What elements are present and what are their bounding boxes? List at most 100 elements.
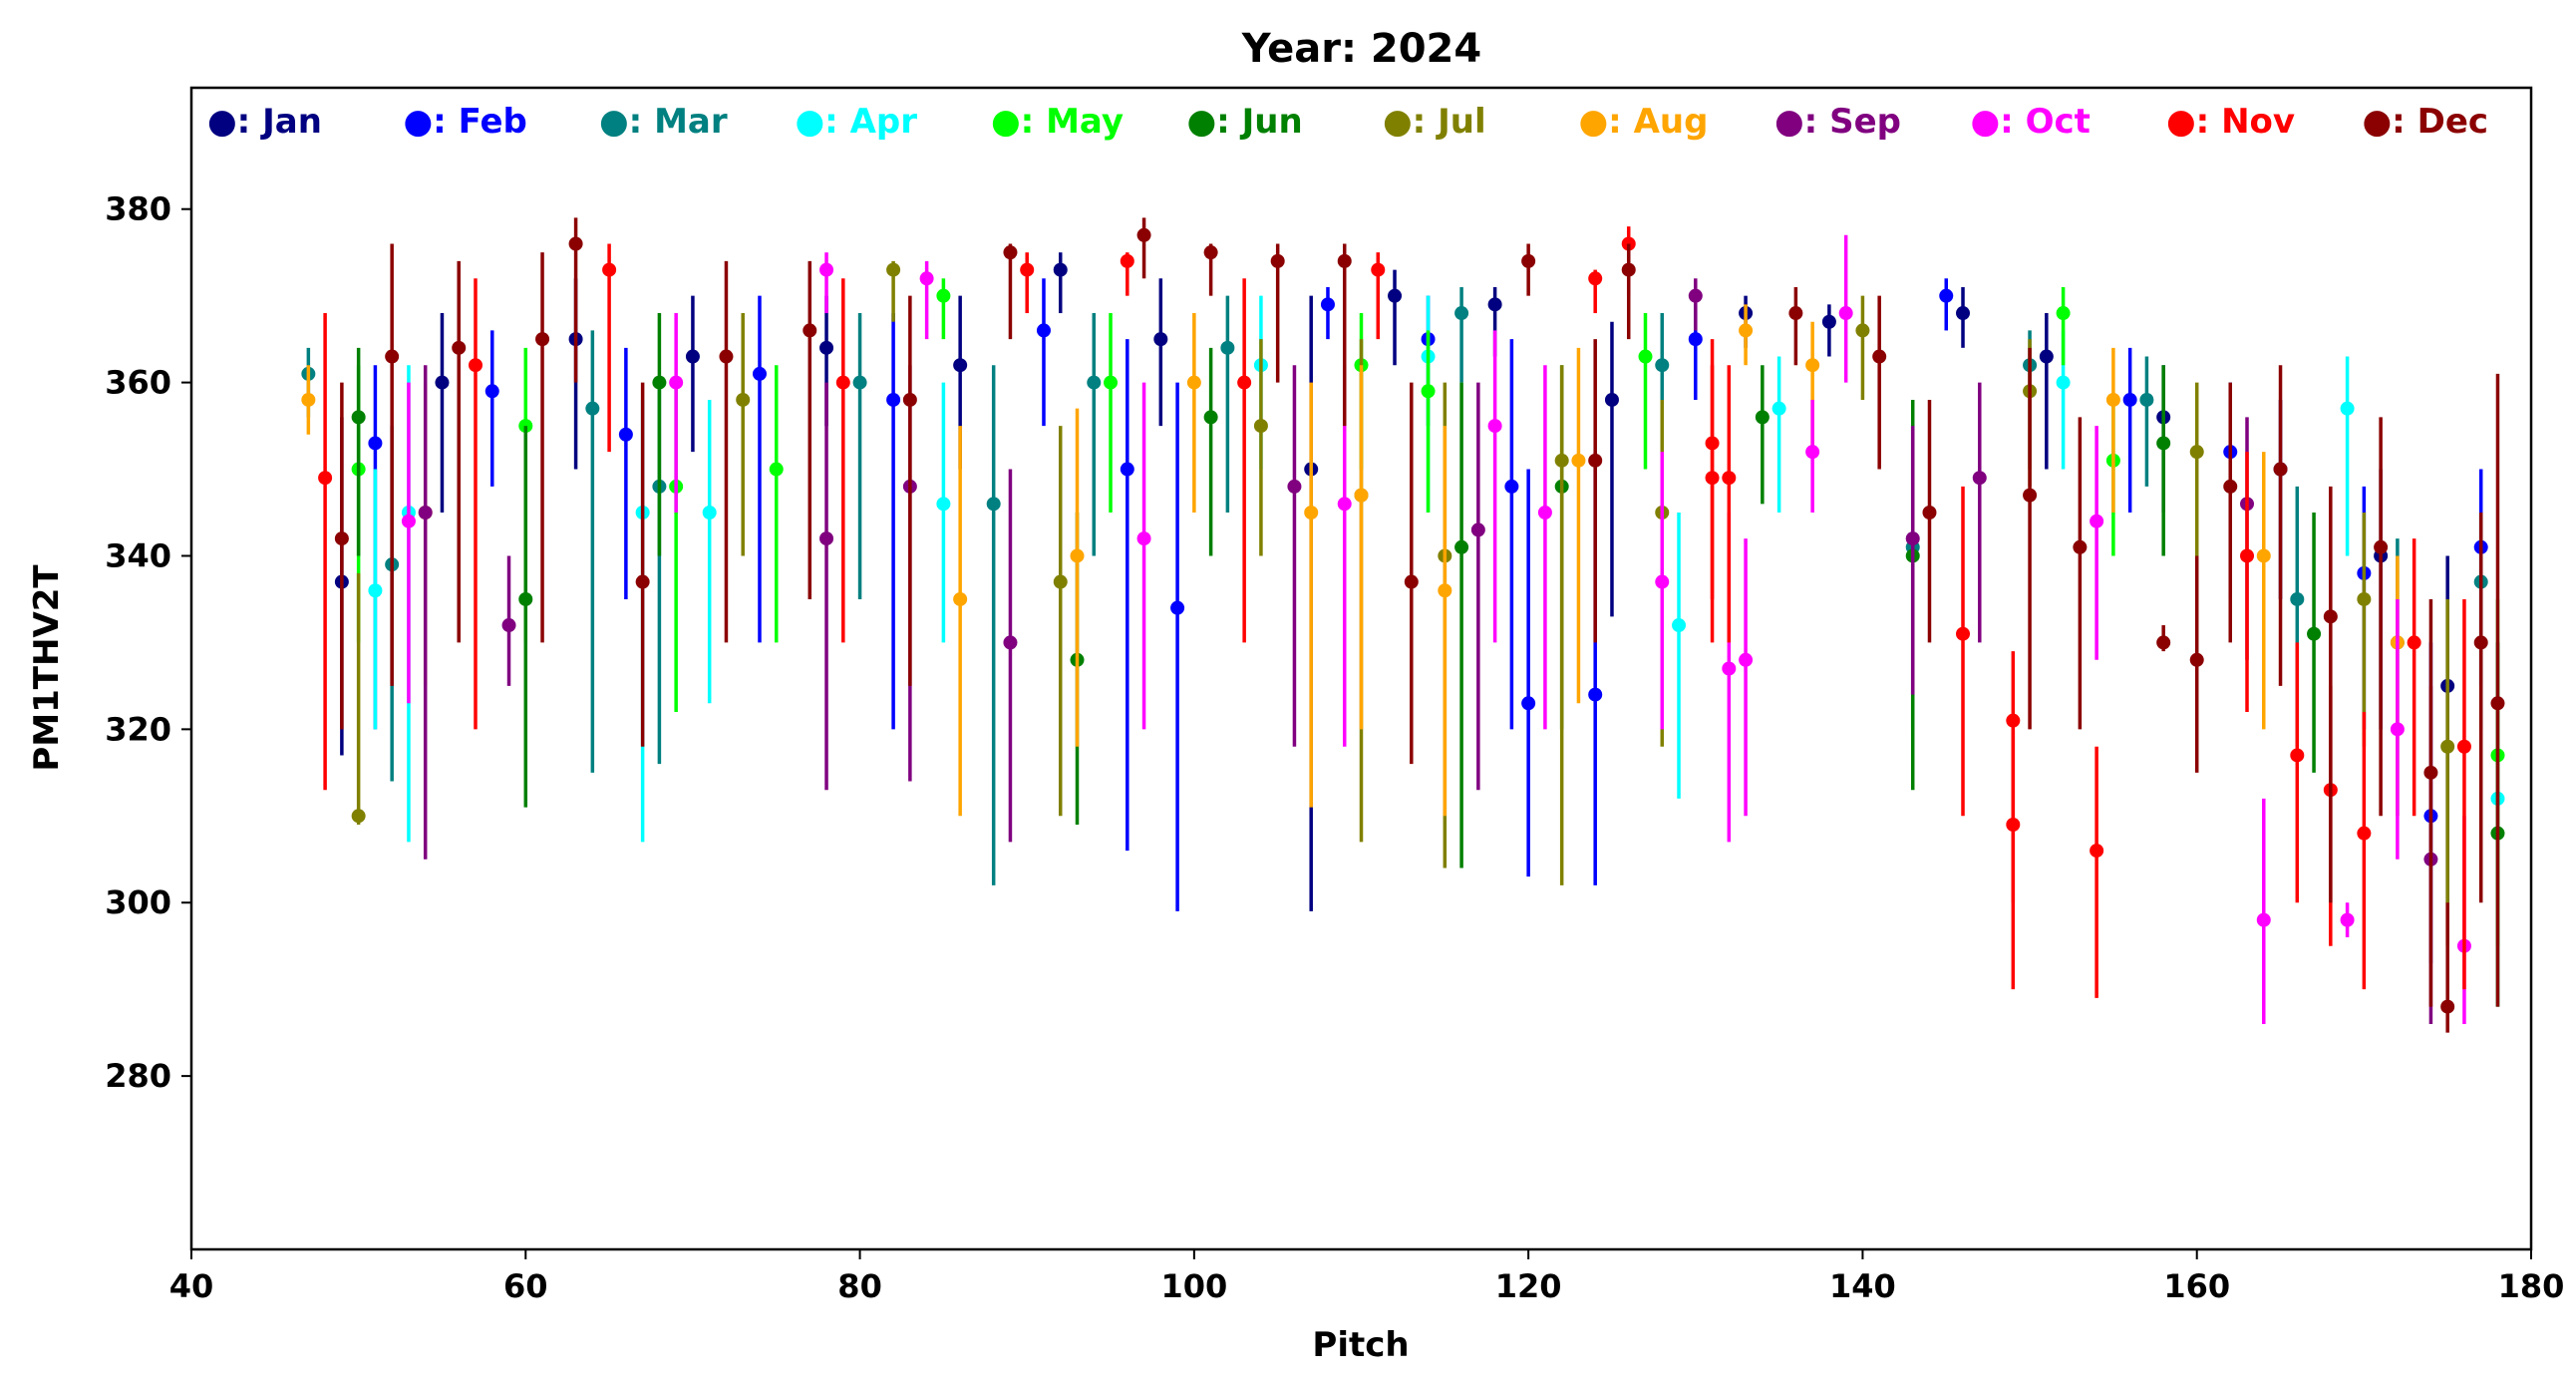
data-point (401, 514, 416, 528)
data-point-group (2090, 426, 2104, 660)
chart-title: Year: 2024 (1241, 26, 1481, 72)
data-point (2223, 479, 2238, 494)
data-point (351, 410, 366, 425)
data-point-group (769, 365, 784, 643)
data-point-group (1805, 399, 1820, 514)
data-point (1956, 626, 1971, 641)
data-point (1521, 696, 1536, 711)
data-point-group (752, 295, 767, 643)
data-point (385, 349, 400, 364)
data-point-group (385, 243, 400, 686)
data-point (736, 392, 751, 407)
data-point-group (2374, 417, 2389, 817)
data-point (1153, 332, 1168, 347)
data-point (1688, 288, 1703, 303)
data-point (1755, 410, 1770, 425)
data-point-group (2240, 452, 2255, 712)
data-point (2490, 696, 2505, 711)
data-point (1621, 262, 1636, 277)
data-point (2440, 999, 2455, 1014)
data-point-group (2307, 513, 2322, 773)
data-point-group (1521, 243, 1536, 296)
plot-area (301, 217, 2505, 1033)
data-point (2473, 635, 2488, 650)
data-point-group (452, 260, 467, 643)
data-point-group (368, 469, 383, 730)
data-point (2105, 392, 2120, 407)
data-point (819, 262, 834, 277)
data-point-group (2340, 356, 2355, 556)
data-point (351, 809, 366, 824)
data-point-group (1003, 243, 1018, 340)
y-tick-label: 380 (105, 190, 171, 228)
data-point (1304, 506, 1319, 520)
data-point (2407, 635, 2421, 650)
data-point-group (435, 313, 450, 514)
data-point-group (1905, 426, 1920, 695)
data-point (1838, 306, 1853, 321)
data-point (702, 506, 717, 520)
data-point (1722, 471, 1737, 486)
data-point (1588, 453, 1603, 468)
data-point (1388, 288, 1403, 303)
data-point-group (1838, 234, 1853, 383)
data-point (936, 497, 951, 512)
data-point-group (936, 278, 951, 340)
data-point-group (1170, 382, 1185, 911)
data-point (1821, 314, 1836, 329)
data-point-group (1404, 382, 1419, 765)
data-point (1203, 245, 1218, 260)
y-tick-label: 360 (105, 364, 171, 402)
data-point-group (418, 365, 433, 860)
data-point-group (1020, 252, 1035, 314)
data-point (2189, 445, 2204, 460)
data-point-group (1454, 382, 1469, 868)
data-point-group (685, 295, 700, 453)
data-point (1956, 306, 1971, 321)
data-point-group (401, 382, 416, 704)
data-point (1722, 661, 1737, 676)
data-point (1003, 245, 1018, 260)
y-axis-label: PM1THV2T (27, 564, 67, 772)
data-point (1036, 323, 1051, 338)
y-tick-label: 280 (105, 1057, 171, 1095)
x-tick-label: 40 (169, 1267, 214, 1305)
data-point-group (334, 382, 349, 730)
data-point (2156, 635, 2171, 650)
data-point (1672, 618, 1687, 633)
data-point (1504, 479, 1519, 494)
data-point-group (1337, 365, 1352, 747)
data-point-group (1588, 339, 1603, 643)
legend-entry: ●: Aug (1579, 102, 1709, 142)
legend-entry: ●: Dec (2363, 102, 2489, 142)
data-point-group (852, 313, 867, 599)
data-point (618, 427, 633, 442)
data-point (1253, 419, 1268, 434)
data-point-group (2122, 347, 2137, 514)
data-point (2039, 349, 2054, 364)
data-point (1805, 358, 1820, 373)
data-point (1588, 271, 1603, 286)
data-point-group (1655, 452, 1670, 730)
data-point (484, 384, 499, 399)
data-point (1537, 506, 1552, 520)
data-point (2340, 912, 2355, 927)
data-point (1788, 306, 1803, 321)
data-point-group (2473, 513, 2488, 903)
data-point-group (1036, 278, 1051, 427)
data-point (2256, 912, 2271, 927)
y-tick-label: 340 (105, 536, 171, 574)
x-tick-label: 80 (837, 1267, 882, 1305)
legend-entry: ●: Feb (404, 102, 527, 142)
data-point (1438, 583, 1452, 598)
data-point-group (1922, 399, 1937, 643)
data-point-group (1120, 252, 1134, 296)
data-point-group (2023, 347, 2038, 730)
data-point (936, 288, 951, 303)
data-point (1688, 332, 1703, 347)
data-point (1371, 262, 1386, 277)
data-point (2323, 609, 2338, 624)
data-point (1003, 635, 1018, 650)
x-axis: 40 60 80 100 120 140 160 180 (169, 1249, 2564, 1305)
